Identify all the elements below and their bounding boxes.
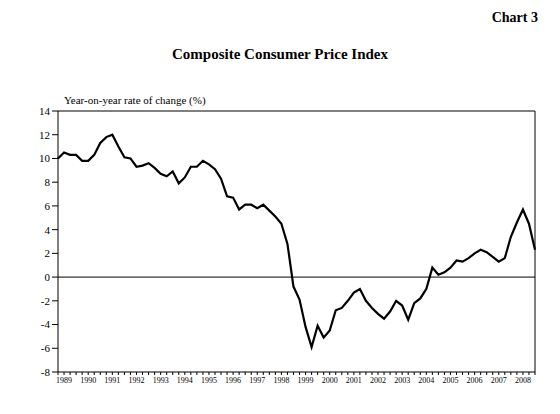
svg-text:0: 0 <box>45 271 51 283</box>
svg-text:1989: 1989 <box>56 376 72 385</box>
svg-text:1993: 1993 <box>153 376 169 385</box>
svg-text:-8: -8 <box>41 366 51 378</box>
svg-text:2008: 2008 <box>515 376 531 385</box>
svg-text:-2: -2 <box>41 295 50 307</box>
svg-text:1990: 1990 <box>80 376 96 385</box>
svg-text:1998: 1998 <box>273 376 289 385</box>
svg-text:2002: 2002 <box>370 376 386 385</box>
html-text:Composite Consumer Price Index: Composite Consumer Price Index <box>172 46 388 62</box>
svg-text:2000: 2000 <box>322 376 338 385</box>
svg-text:1997: 1997 <box>249 376 265 385</box>
svg-text:2003: 2003 <box>394 376 410 385</box>
svg-text:1992: 1992 <box>128 376 144 385</box>
svg-text:6: 6 <box>45 200 51 212</box>
svg-text:-4: -4 <box>41 318 51 330</box>
html-text:Chart 3: Chart 3 <box>491 10 538 25</box>
svg-text:2004: 2004 <box>418 376 434 385</box>
svg-text:8: 8 <box>45 176 51 188</box>
svg-text:2005: 2005 <box>442 376 458 385</box>
svg-text:2: 2 <box>45 247 51 259</box>
svg-text:14: 14 <box>39 105 51 117</box>
svg-text:1994: 1994 <box>177 376 193 385</box>
svg-text:4: 4 <box>45 224 51 236</box>
svg-text:1995: 1995 <box>201 376 217 385</box>
svg-text:-6: -6 <box>41 342 51 354</box>
svg-text:10: 10 <box>39 152 51 164</box>
svg-text:1999: 1999 <box>298 376 314 385</box>
svg-text:1991: 1991 <box>104 376 120 385</box>
svg-text:2006: 2006 <box>467 376 483 385</box>
svg-text:1996: 1996 <box>225 376 241 385</box>
svg-text:2001: 2001 <box>346 376 362 385</box>
svg-text:2007: 2007 <box>491 376 507 385</box>
html-text:Year-on-year rate of change (%: Year-on-year rate of change (%) <box>64 94 206 106</box>
svg-text:12: 12 <box>39 129 50 141</box>
